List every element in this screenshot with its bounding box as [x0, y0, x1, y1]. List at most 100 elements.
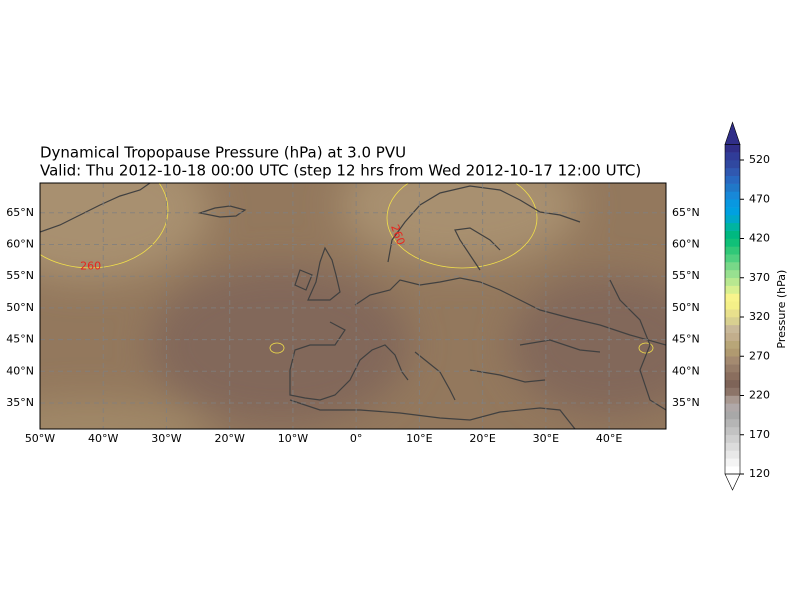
colorbar-band [725, 144, 740, 153]
lon-tick-label: 0° [350, 432, 363, 445]
lat-tick-label: 45°N [672, 333, 700, 346]
colorbar-band [725, 324, 740, 333]
coastline [40, 183, 151, 233]
colorbar-band [725, 277, 740, 286]
lat-tick-label: 40°N [672, 364, 700, 377]
field-high [40, 183, 210, 280]
lon-tick-label: 50°W [25, 432, 55, 445]
lat-tick-label: 50°N [672, 301, 700, 314]
colorbar-band [725, 450, 740, 459]
lon-tick-label: 30°E [533, 432, 559, 445]
colorbar-band [725, 262, 740, 271]
colorbar-tick-label: 220 [749, 389, 770, 402]
colorbar-band [725, 222, 740, 231]
field-low [510, 275, 666, 415]
colorbar-tick-label: 120 [749, 467, 770, 480]
colorbar-band [725, 458, 740, 467]
colorbar-tick-label: 320 [749, 310, 770, 323]
coastline [354, 277, 666, 346]
lat-tick-label: 50°N [6, 301, 34, 314]
lat-tick-label: 55°N [672, 269, 700, 282]
colorbar-band [725, 183, 740, 192]
map-frame [39, 182, 667, 430]
lon-tick-label: 40°E [596, 432, 622, 445]
colorbar-band [725, 395, 740, 404]
map-labels: 50°W 40°W 30°W 20°W 10°W 0° 10°E 20°E 30°E 40°E 35… [6, 206, 699, 445]
colorbar-frame [724, 144, 741, 475]
lat-tick-label: 55°N [6, 269, 34, 282]
colorbar-band [725, 356, 740, 365]
colorbar-band [725, 371, 740, 381]
contour-line [386, 183, 538, 269]
colorbar-band [725, 442, 740, 451]
graticule [40, 183, 666, 429]
coastlines [40, 183, 666, 429]
colorbar-label: Pressure (hPa) [775, 270, 788, 349]
coastline [609, 279, 666, 411]
colorbar-band [725, 387, 740, 396]
colorbar-band [725, 379, 740, 388]
lat-tick-label: 45°N [6, 333, 34, 346]
colorbar-tick-label: 470 [749, 192, 770, 205]
contour-line [269, 342, 285, 354]
lon-tick-label: 20°W [215, 432, 245, 445]
coastline [197, 205, 247, 218]
lat-tick-label: 60°N [672, 238, 700, 251]
colorbar-tick-label: 370 [749, 271, 770, 284]
colorbar: 120 170 220 270 320 370 420 470 520 Pressure (hPa… [724, 121, 788, 491]
map-title: Dynamical Tropopause Pressure (hPa) at 3… [40, 144, 406, 162]
colorbar-band [725, 293, 740, 302]
lon-tick-label: 40°W [88, 432, 118, 445]
colorbar-band [725, 332, 740, 341]
coastline [294, 246, 341, 301]
colorbar-band [725, 167, 740, 176]
colorbar-band [725, 254, 740, 263]
colorbar-band [725, 214, 740, 224]
map-subtitle: Valid: Thu 2012-10-18 00:00 UTC (step 12… [40, 162, 641, 180]
colorbar-band [725, 160, 740, 169]
colorbar-band [725, 199, 740, 208]
field-low [150, 265, 410, 425]
colorbar-band [725, 348, 740, 357]
colorbar-tick-label: 170 [749, 428, 770, 441]
coastline [289, 321, 601, 401]
colorbar-band [725, 175, 740, 184]
lon-tick-label: 10°W [278, 432, 308, 445]
contour-line [40, 183, 169, 269]
colorbar-band [725, 411, 740, 420]
lat-tick-label: 65°N [6, 206, 34, 219]
lon-tick-label: 30°W [151, 432, 181, 445]
colorbar-band [725, 317, 740, 326]
colorbar-extend-min [724, 473, 741, 491]
colorbar-band [725, 246, 740, 255]
colorbar-band [725, 207, 740, 216]
colorbar-tick-label: 520 [749, 153, 770, 166]
lat-tick-label: 35°N [6, 396, 34, 409]
colorbar-band [725, 466, 740, 475]
colorbar-band [725, 403, 740, 412]
lat-tick-label: 40°N [6, 364, 34, 377]
colorbar-band [725, 191, 740, 200]
colorbar-extend-max [724, 121, 741, 145]
colorbar-band [725, 434, 740, 443]
colorbar-band [725, 340, 740, 349]
lon-tick-label: 20°E [469, 432, 495, 445]
coastline [289, 399, 576, 429]
colorbar-band [725, 285, 740, 294]
lat-tick-label: 65°N [672, 206, 700, 219]
contour-line [638, 342, 654, 354]
lon-tick-label: 10°E [406, 432, 432, 445]
colorbar-band [725, 426, 740, 436]
colorbar-band [725, 364, 740, 373]
colorbar-band [725, 238, 740, 247]
colorbar-band [725, 309, 740, 318]
colorbar-band [725, 419, 740, 428]
contour-label: 260 [80, 260, 101, 273]
lat-tick-label: 60°N [6, 238, 34, 251]
colorbar-band [725, 152, 740, 161]
colorbar-tick-label: 270 [749, 349, 770, 362]
map-field [40, 183, 666, 429]
colorbar-tick-label: 420 [749, 232, 770, 245]
